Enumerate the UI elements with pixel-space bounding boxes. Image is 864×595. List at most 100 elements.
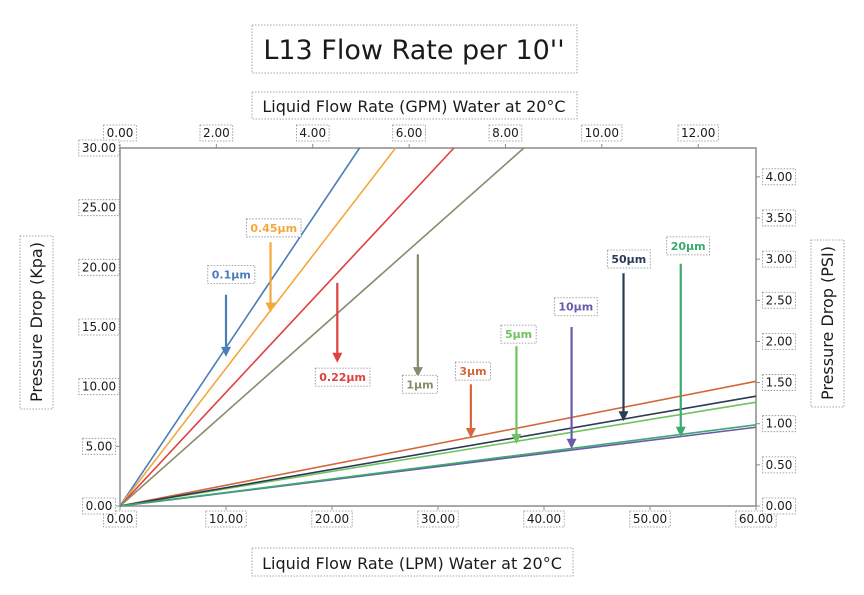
series-lines (119, 147, 757, 507)
series-label: 20µm (666, 236, 710, 256)
x2-tick-label-text: 12.00 (681, 126, 715, 140)
y2-tick-label-text: 3.50 (766, 211, 793, 225)
y-tick-label-text: 25.00 (82, 201, 116, 215)
series-arrow-head (465, 427, 476, 438)
series-arrow-head (412, 367, 423, 378)
series-label-text: 0.1µm (212, 268, 251, 281)
y2-tick-label-text: 3.00 (766, 252, 793, 266)
y2-tick-label-text: 0.00 (766, 499, 793, 513)
series-label: 50µm (606, 249, 651, 269)
series-line (119, 147, 361, 507)
series-label-text: 20µm (671, 240, 706, 253)
x2-tick-label: 4.00 (295, 124, 330, 142)
x-axis-title-group: Liquid Flow Rate (LPM) Water at 20°C (251, 547, 574, 577)
series-arrow-head (618, 411, 629, 422)
y-tick-label: 25.00 (78, 199, 120, 217)
y-tick-label: 30.00 (78, 139, 120, 157)
y2-tick-label: 1.50 (762, 374, 796, 391)
y2-tick-label-text: 4.00 (766, 170, 793, 184)
series-arrow-head (221, 346, 231, 357)
chart-title: L13 Flow Rate per 10'' (263, 35, 564, 66)
x-tick-label: 10.00 (205, 510, 247, 528)
x2-axis-title: Liquid Flow Rate (GPM) Water at 20°C (262, 97, 565, 116)
series-label-text: 1µm (406, 378, 433, 391)
x2-tick-label-text: 10.00 (585, 126, 619, 140)
series-arrow-head (265, 302, 276, 313)
x-tick-label-text: 50.00 (633, 512, 667, 526)
chart-title-group: L13 Flow Rate per 10'' (251, 24, 578, 74)
chart-frame (119, 147, 757, 507)
x-tick-label: 0.00 (103, 510, 137, 528)
y-tick-label-text: 5.00 (86, 439, 113, 453)
x2-tick-label-text: 4.00 (299, 126, 326, 140)
y2-tick-label: 2.00 (762, 333, 796, 350)
y2-tick-label: 3.00 (762, 250, 796, 268)
axis-ticks: 0.00 10.00 20.00 30.00 40.00 50.00 60.000.00 2.… (78, 124, 796, 528)
series-label: 0.22µm (314, 367, 371, 387)
series-label-text: 0.45µm (250, 222, 297, 235)
y2-tick-label: 4.00 (762, 168, 796, 186)
y2-tick-label-text: 2.50 (766, 293, 793, 307)
x2-tick-label: 12.00 (677, 124, 719, 142)
x2-tick-label: 0.00 (103, 124, 137, 142)
y-tick-label: 0.00 (82, 497, 116, 515)
series-label: 0.1µm (207, 265, 256, 284)
x-tick-label-text: 30.00 (421, 512, 455, 526)
series-label: 1µm (401, 374, 438, 394)
x2-axis-title-group: Liquid Flow Rate (GPM) Water at 20°C (251, 91, 578, 120)
x-tick-label-text: 40.00 (527, 512, 561, 526)
series-label-text: 5µm (505, 328, 532, 341)
x-axis-title: Liquid Flow Rate (LPM) Water at 20°C (262, 554, 562, 573)
x-tick-label: 40.00 (523, 510, 565, 528)
x2-tick-label-text: 2.00 (203, 126, 230, 140)
x-tick-label-text: 0.00 (107, 512, 134, 526)
series-line (119, 147, 525, 507)
y2-axis-title-group: Pressure Drop (PSI) (810, 239, 845, 408)
series-label: 10µm (553, 297, 598, 317)
x-tick-label-text: 20.00 (315, 512, 349, 526)
y-tick-label-text: 0.00 (86, 499, 113, 513)
x2-tick-label: 10.00 (581, 124, 623, 142)
series-label: 3µm (454, 361, 491, 381)
series-line (119, 401, 757, 507)
series-label-text: 0.22µm (319, 371, 366, 384)
y2-tick-label-text: 2.00 (766, 334, 793, 348)
series-arrow-head (675, 426, 686, 437)
x2-tick-label-text: 8.00 (492, 126, 519, 140)
series-line (119, 395, 757, 507)
y-tick-label-text: 10.00 (82, 380, 116, 394)
y2-tick-label-text: 0.50 (766, 458, 793, 472)
y2-tick-label: 1.00 (762, 415, 796, 433)
y2-tick-label: 2.50 (762, 291, 796, 309)
x-tick-label-text: 10.00 (209, 512, 243, 526)
series-label: 0.45µm (245, 218, 302, 238)
series-arrow-head (332, 352, 343, 363)
x2-tick-label-text: 6.00 (396, 126, 423, 140)
y-tick-label-text: 15.00 (82, 320, 116, 334)
x2-tick-label: 8.00 (488, 124, 523, 142)
series-arrow-head (566, 438, 577, 449)
y2-axis-title: Pressure Drop (PSI) (818, 246, 837, 400)
x-tick-label-text: 60.00 (739, 512, 773, 526)
series-label-text: 50µm (611, 253, 646, 266)
series-label-text: 3µm (459, 365, 486, 378)
series-line (119, 147, 455, 507)
series-annotations: 0.1µm 0.45µm 0.22µm 1µm 3µm 5µm 10µm 50µm 20µm (207, 218, 710, 449)
y2-tick-label-text: 1.00 (766, 417, 793, 431)
series-line (119, 380, 757, 507)
x-tick-label: 30.00 (417, 510, 459, 528)
y-tick-label-text: 20.00 (82, 260, 116, 274)
y2-tick-label-text: 1.50 (766, 376, 793, 390)
x2-tick-label: 6.00 (392, 124, 426, 142)
y2-tick-label: 3.50 (762, 209, 796, 227)
x-tick-label: 60.00 (735, 510, 777, 528)
series-line (119, 424, 757, 507)
series-line (119, 147, 397, 507)
y-tick-label-text: 30.00 (82, 141, 116, 155)
series-label: 5µm (500, 324, 537, 344)
x2-tick-label-text: 0.00 (107, 126, 134, 140)
y2-tick-label: 0.50 (762, 456, 796, 474)
x-tick-label: 20.00 (311, 510, 353, 528)
y2-tick-label: 0.00 (762, 497, 796, 515)
